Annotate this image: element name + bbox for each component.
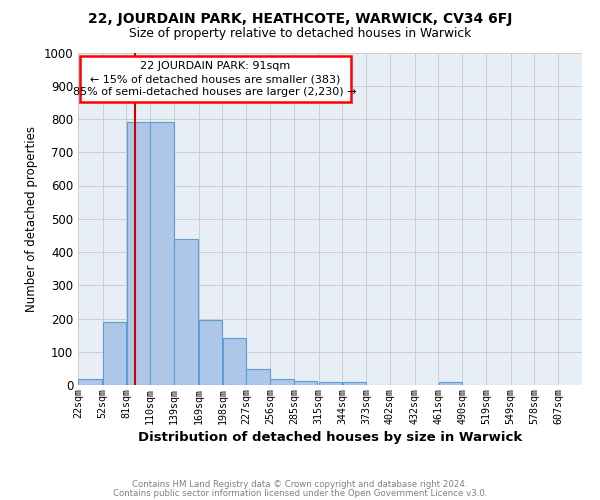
Bar (199, 320, 222, 385)
Y-axis label: Number of detached properties: Number of detached properties (25, 126, 38, 312)
Bar (103, 322, 126, 385)
Bar (78, 379, 101, 385)
Text: Size of property relative to detached houses in Warwick: Size of property relative to detached ho… (129, 28, 471, 40)
Bar (151, 122, 174, 385)
Text: Contains HM Land Registry data © Crown copyright and database right 2024.: Contains HM Land Registry data © Crown c… (132, 480, 468, 489)
Text: 85% of semi-detached houses are larger (2,230) →: 85% of semi-detached houses are larger (… (73, 87, 357, 97)
Text: 22 JOURDAIN PARK: 91sqm: 22 JOURDAIN PARK: 91sqm (140, 61, 290, 71)
Bar (80, 56, 350, 102)
Bar (294, 380, 317, 385)
Bar (439, 382, 462, 385)
Bar (174, 238, 197, 385)
Text: Contains public sector information licensed under the Open Government Licence v3: Contains public sector information licen… (113, 490, 487, 498)
Text: 22, JOURDAIN PARK, HEATHCOTE, WARWICK, CV34 6FJ: 22, JOURDAIN PARK, HEATHCOTE, WARWICK, C… (88, 12, 512, 26)
Bar (127, 122, 150, 385)
Text: ← 15% of detached houses are smaller (383): ← 15% of detached houses are smaller (38… (90, 74, 340, 84)
Bar (319, 382, 342, 385)
Bar (343, 382, 366, 385)
Bar (223, 338, 246, 385)
X-axis label: Distribution of detached houses by size in Warwick: Distribution of detached houses by size … (138, 430, 522, 444)
Bar (270, 379, 293, 385)
Bar (247, 369, 270, 385)
